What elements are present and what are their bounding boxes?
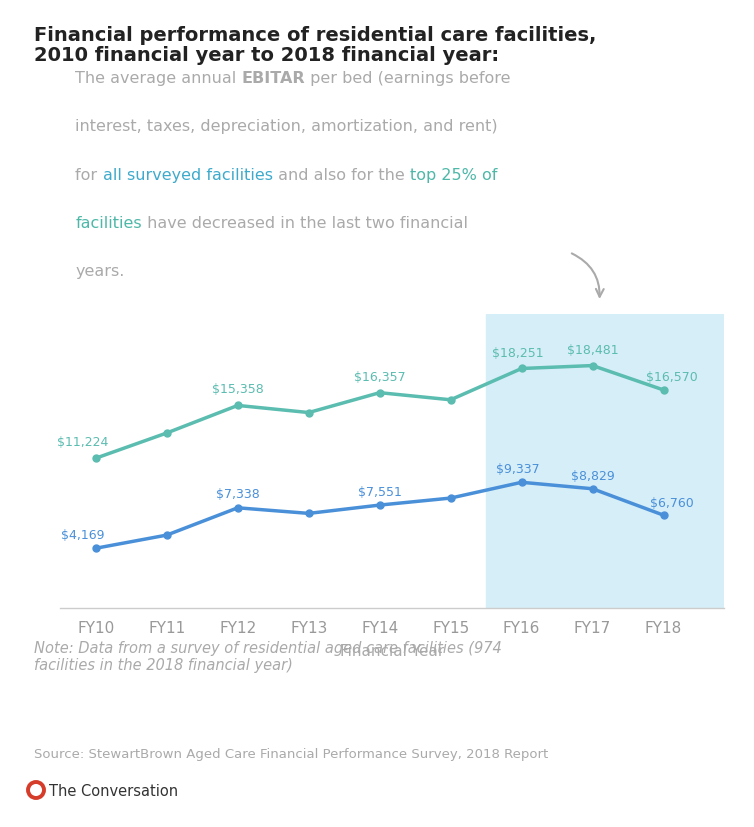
Text: have decreased in the last two financial: have decreased in the last two financial [142,216,468,231]
Text: $9,337: $9,337 [496,463,540,476]
Text: interest, taxes, depreciation, amortization, and rent): interest, taxes, depreciation, amortizat… [75,119,498,134]
Text: $11,224: $11,224 [57,437,109,449]
Text: facilities: facilities [75,216,142,231]
Text: Note: Data from a survey of residential aged care facilities (974
facilities in : Note: Data from a survey of residential … [34,641,501,673]
Text: EBITAR: EBITAR [242,71,305,86]
Text: per bed (earnings before: per bed (earnings before [305,71,511,86]
Text: 2010 financial year to 2018 financial year:: 2010 financial year to 2018 financial ye… [34,46,499,65]
Text: $16,570: $16,570 [646,370,698,384]
Text: Source: StewartBrown Aged Care Financial Performance Survey, 2018 Report: Source: StewartBrown Aged Care Financial… [34,748,548,762]
Text: for: for [75,168,103,183]
Bar [486,314,724,608]
Text: $7,338: $7,338 [216,489,259,501]
X-axis label: Financial Year: Financial Year [340,644,444,659]
Text: $18,481: $18,481 [567,344,618,356]
Text: years.: years. [75,264,124,280]
Text: $18,251: $18,251 [492,347,544,360]
Text: and also for the: and also for the [273,168,409,183]
Text: $16,357: $16,357 [354,370,406,384]
Text: $6,760: $6,760 [650,497,694,510]
Text: $4,169: $4,169 [61,528,105,542]
Text: The Conversation: The Conversation [49,784,178,799]
Text: $8,829: $8,829 [571,470,615,483]
FancyArrowPatch shape [572,253,604,297]
Text: top 25% of: top 25% of [409,168,497,183]
Text: $7,551: $7,551 [357,485,402,499]
Text: all surveyed facilities: all surveyed facilities [103,168,273,183]
Text: The average annual: The average annual [75,71,242,86]
Text: Financial performance of residential care facilities,: Financial performance of residential car… [34,26,596,45]
Text: $15,358: $15,358 [212,384,264,396]
